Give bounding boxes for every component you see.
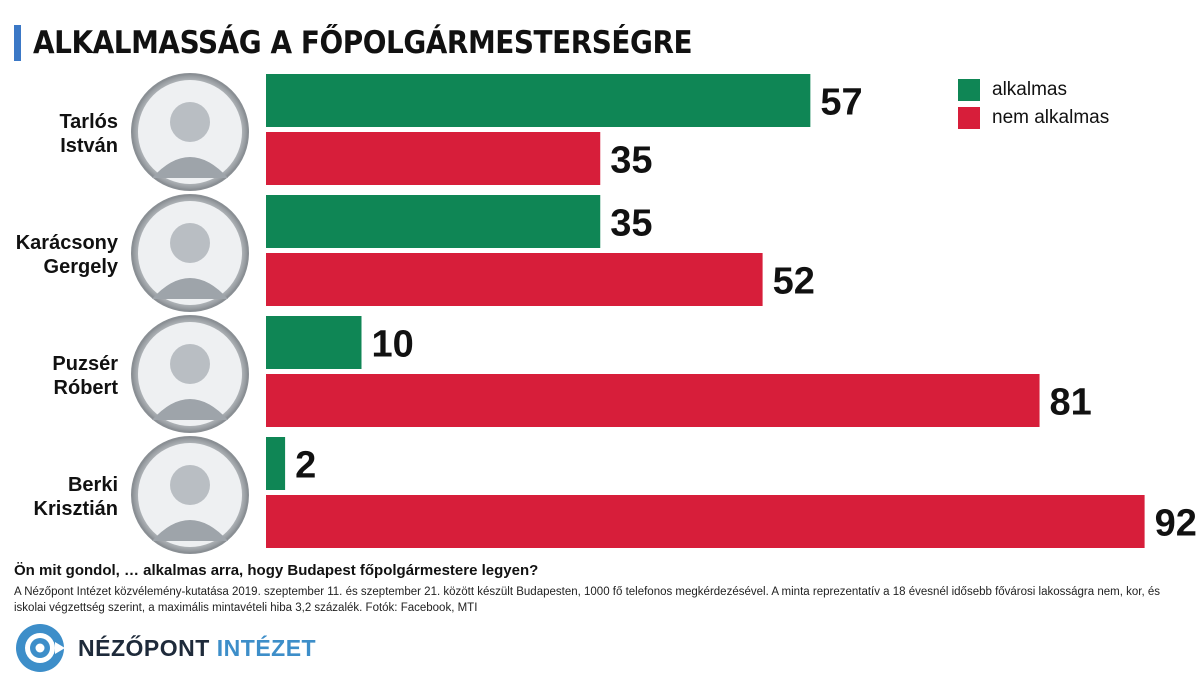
avatar-head-icon (170, 344, 210, 384)
avatar-head-icon (170, 465, 210, 505)
bar-alkalmas (266, 437, 286, 490)
legend-item-alkalmas: alkalmas (958, 76, 1109, 104)
avatar-shoulders-icon (152, 157, 228, 178)
candidate-name-last: István (60, 135, 118, 157)
legend: alkalmas nem alkalmas (958, 76, 1109, 132)
nezopont-logo: NÉZŐPONT INTÉZET (14, 622, 316, 674)
legend-swatch-green (958, 79, 980, 101)
bar-nem-alkalmas (266, 374, 1040, 427)
title-accent-bar (14, 25, 21, 61)
value-label-nem-alkalmas: 81 (1050, 382, 1092, 424)
methodology-note: A Nézőpont Intézet közvélemény-kutatása … (14, 586, 1160, 614)
logo-text-nezopont: NÉZŐPONT (78, 634, 210, 661)
bar-nem-alkalmas (266, 253, 763, 306)
value-label-alkalmas: 57 (820, 82, 862, 124)
candidate-name-last: Gergely (44, 256, 119, 278)
value-label-nem-alkalmas: 52 (773, 261, 815, 303)
candidate-name-first: Tarlós (59, 111, 118, 133)
value-label-nem-alkalmas: 92 (1155, 503, 1197, 545)
legend-label-alkalmas: alkalmas (992, 79, 1067, 100)
avatar-shoulders-icon (152, 520, 228, 541)
avatar-head-icon (170, 223, 210, 263)
legend-label-nem-alkalmas: nem alkalmas (992, 107, 1110, 128)
survey-question: Ön mit gondol, … alkalmas arra, hogy Bud… (14, 562, 539, 579)
legend-item-nem-alkalmas: nem alkalmas (958, 104, 1109, 132)
candidate-name-first: Berki (68, 474, 118, 496)
legend-swatch-red (958, 107, 980, 129)
avatar-shoulders-icon (152, 278, 228, 299)
candidate-name-last: Róbert (54, 377, 119, 399)
value-label-alkalmas: 2 (295, 445, 316, 487)
candidate-name-first: Puzsér (52, 353, 118, 375)
candidate-name-first: Karácsony (16, 232, 119, 254)
candidate-name-last: Krisztián (34, 498, 118, 520)
bar-alkalmas (266, 316, 362, 369)
avatar-head-icon (170, 102, 210, 142)
logo-text-intezet: INTÉZET (216, 634, 317, 661)
bar-alkalmas (266, 74, 811, 127)
bar-nem-alkalmas (266, 495, 1145, 548)
value-label-alkalmas: 35 (610, 203, 652, 245)
value-label-alkalmas: 10 (372, 324, 414, 366)
chart-title-block: ALKALMASSÁG A FŐPOLGÁRMESTERSÉGRE (14, 22, 765, 64)
bar-alkalmas (266, 195, 601, 248)
logo-eye-icon (16, 624, 65, 672)
value-label-nem-alkalmas: 35 (610, 140, 652, 182)
avatar-shoulders-icon (152, 399, 228, 420)
chart-title: ALKALMASSÁG A FŐPOLGÁRMESTERSÉGRE (33, 25, 693, 61)
bar-nem-alkalmas (266, 132, 601, 185)
